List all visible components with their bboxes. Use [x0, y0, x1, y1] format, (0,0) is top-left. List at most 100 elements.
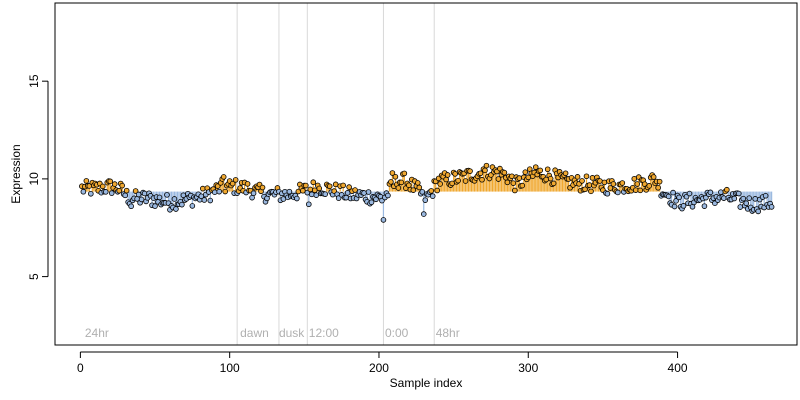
- data-point: [735, 190, 742, 197]
- data-point: [310, 179, 317, 186]
- data-point: [588, 188, 594, 195]
- x-tick-label: 100: [220, 361, 240, 375]
- data-point: [365, 189, 372, 195]
- data-point: [522, 169, 529, 175]
- data-point: [452, 171, 458, 177]
- data-point: [619, 180, 626, 186]
- data-point: [509, 173, 515, 180]
- data-point: [200, 185, 206, 192]
- data-point: [512, 187, 518, 194]
- data-point: [597, 178, 603, 184]
- data-point: [449, 180, 455, 187]
- segment-label-3: 12:00: [309, 326, 339, 340]
- data-point: [579, 178, 585, 184]
- data-point: [519, 182, 526, 189]
- data-point: [537, 167, 544, 174]
- segment-label-1: dawn: [240, 326, 269, 340]
- data-point: [361, 190, 367, 196]
- data-point: [740, 195, 747, 202]
- data-point: [352, 187, 358, 193]
- data-point: [601, 179, 608, 186]
- data-point: [604, 190, 611, 197]
- data-point: [80, 188, 87, 195]
- x-tick-label: 0: [77, 361, 84, 375]
- data-point: [701, 203, 708, 209]
- data-point: [332, 181, 339, 188]
- data-point: [762, 192, 769, 199]
- data-point: [229, 180, 236, 187]
- data-point: [632, 187, 639, 193]
- data-point: [373, 196, 379, 203]
- data-point: [108, 190, 115, 196]
- data-point: [419, 189, 426, 195]
- data-point: [416, 184, 423, 191]
- data-point: [586, 182, 593, 188]
- segment-label-5: 48hr: [436, 326, 460, 340]
- data-point: [501, 169, 508, 176]
- data-point: [680, 203, 687, 209]
- data-point: [755, 208, 761, 215]
- data-point: [462, 178, 469, 184]
- data-point: [179, 201, 185, 208]
- data-point: [122, 192, 128, 199]
- data-point: [707, 189, 714, 196]
- data-point: [116, 187, 122, 194]
- data-point: [743, 200, 750, 207]
- data-point: [300, 187, 306, 194]
- segment-label-4: 0:00: [385, 326, 409, 340]
- y-tick-label: 15: [27, 74, 41, 88]
- y-axis-label: Expression: [9, 144, 23, 203]
- data-point: [414, 180, 421, 186]
- data-point: [102, 189, 109, 195]
- data-point: [307, 186, 314, 193]
- segment-labels: 24hr dawn dusk 12:00 0:00 48hr: [85, 326, 460, 340]
- data-point: [201, 197, 208, 203]
- data-point: [550, 180, 557, 187]
- data-point: [583, 173, 590, 180]
- data-point: [141, 190, 148, 197]
- data-point: [207, 197, 214, 204]
- data-point: [477, 170, 484, 177]
- data-point: [562, 170, 569, 177]
- x-tick-label: 400: [668, 361, 688, 375]
- data-point: [752, 196, 758, 202]
- data-point: [171, 196, 178, 202]
- data-point: [343, 194, 349, 201]
- data-point: [589, 175, 596, 181]
- data-point: [420, 211, 427, 217]
- segment-boundaries: [236, 3, 435, 345]
- data-point: [392, 173, 399, 180]
- data-point: [731, 195, 738, 202]
- data-point: [111, 181, 118, 187]
- data-point: [306, 201, 312, 208]
- data-point: [768, 204, 775, 210]
- data-point: [119, 182, 125, 189]
- data-point: [718, 189, 724, 195]
- data-point: [385, 192, 391, 199]
- data-point: [516, 175, 523, 181]
- data-point: [634, 181, 641, 187]
- data-point: [504, 179, 511, 186]
- data-point: [721, 195, 727, 201]
- data-point: [322, 191, 329, 197]
- data-point: [434, 187, 440, 194]
- data-point: [368, 199, 375, 206]
- data-point: [99, 183, 106, 190]
- data-point: [676, 194, 682, 201]
- data-point: [294, 195, 300, 202]
- data-point: [88, 190, 94, 197]
- data-point: [346, 184, 352, 190]
- data-point: [532, 164, 539, 170]
- data-point: [398, 179, 405, 186]
- data-point: [311, 187, 318, 194]
- plot-frame: [54, 2, 798, 346]
- data-point: [665, 193, 672, 200]
- data-point: [479, 176, 485, 183]
- x-axis: 0 100 200 300 400: [77, 351, 688, 375]
- data-point: [510, 180, 517, 186]
- data-points: [79, 162, 775, 223]
- data-point: [428, 188, 435, 194]
- data-point: [388, 179, 394, 185]
- data-point: [410, 187, 417, 193]
- y-tick-label: 10: [27, 172, 41, 186]
